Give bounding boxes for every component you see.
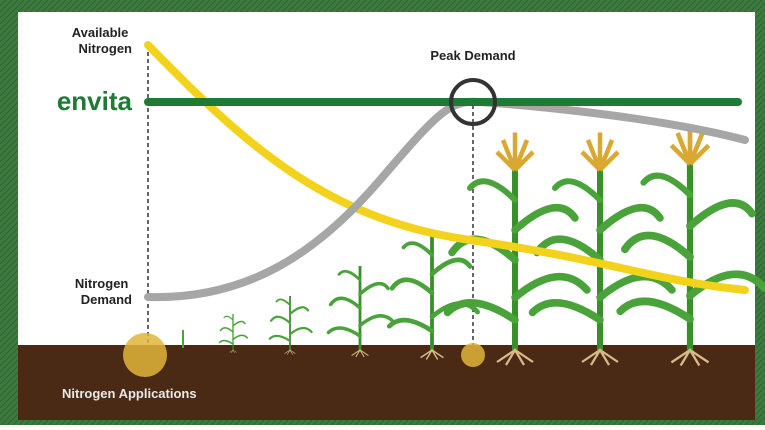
application-small <box>461 343 485 367</box>
label-line: Nitrogen <box>75 276 129 291</box>
brand-logo: envita <box>57 86 133 116</box>
peak-demand-label: Peak Demand <box>430 48 515 63</box>
page: Available Nitrogen Peak Demand envita Ni… <box>0 0 765 425</box>
label-line: Available <box>72 25 129 40</box>
application-large <box>123 333 167 377</box>
nitrogen-applications-label: Nitrogen Applications <box>62 386 197 401</box>
nitrogen-demand-label: Nitrogen Demand <box>75 276 132 307</box>
diagram: Available Nitrogen Peak Demand envita Ni… <box>0 0 765 425</box>
label-line: Demand <box>81 292 132 307</box>
available-nitrogen-label: Available Nitrogen <box>72 25 132 56</box>
label-line: Nitrogen <box>79 41 133 56</box>
